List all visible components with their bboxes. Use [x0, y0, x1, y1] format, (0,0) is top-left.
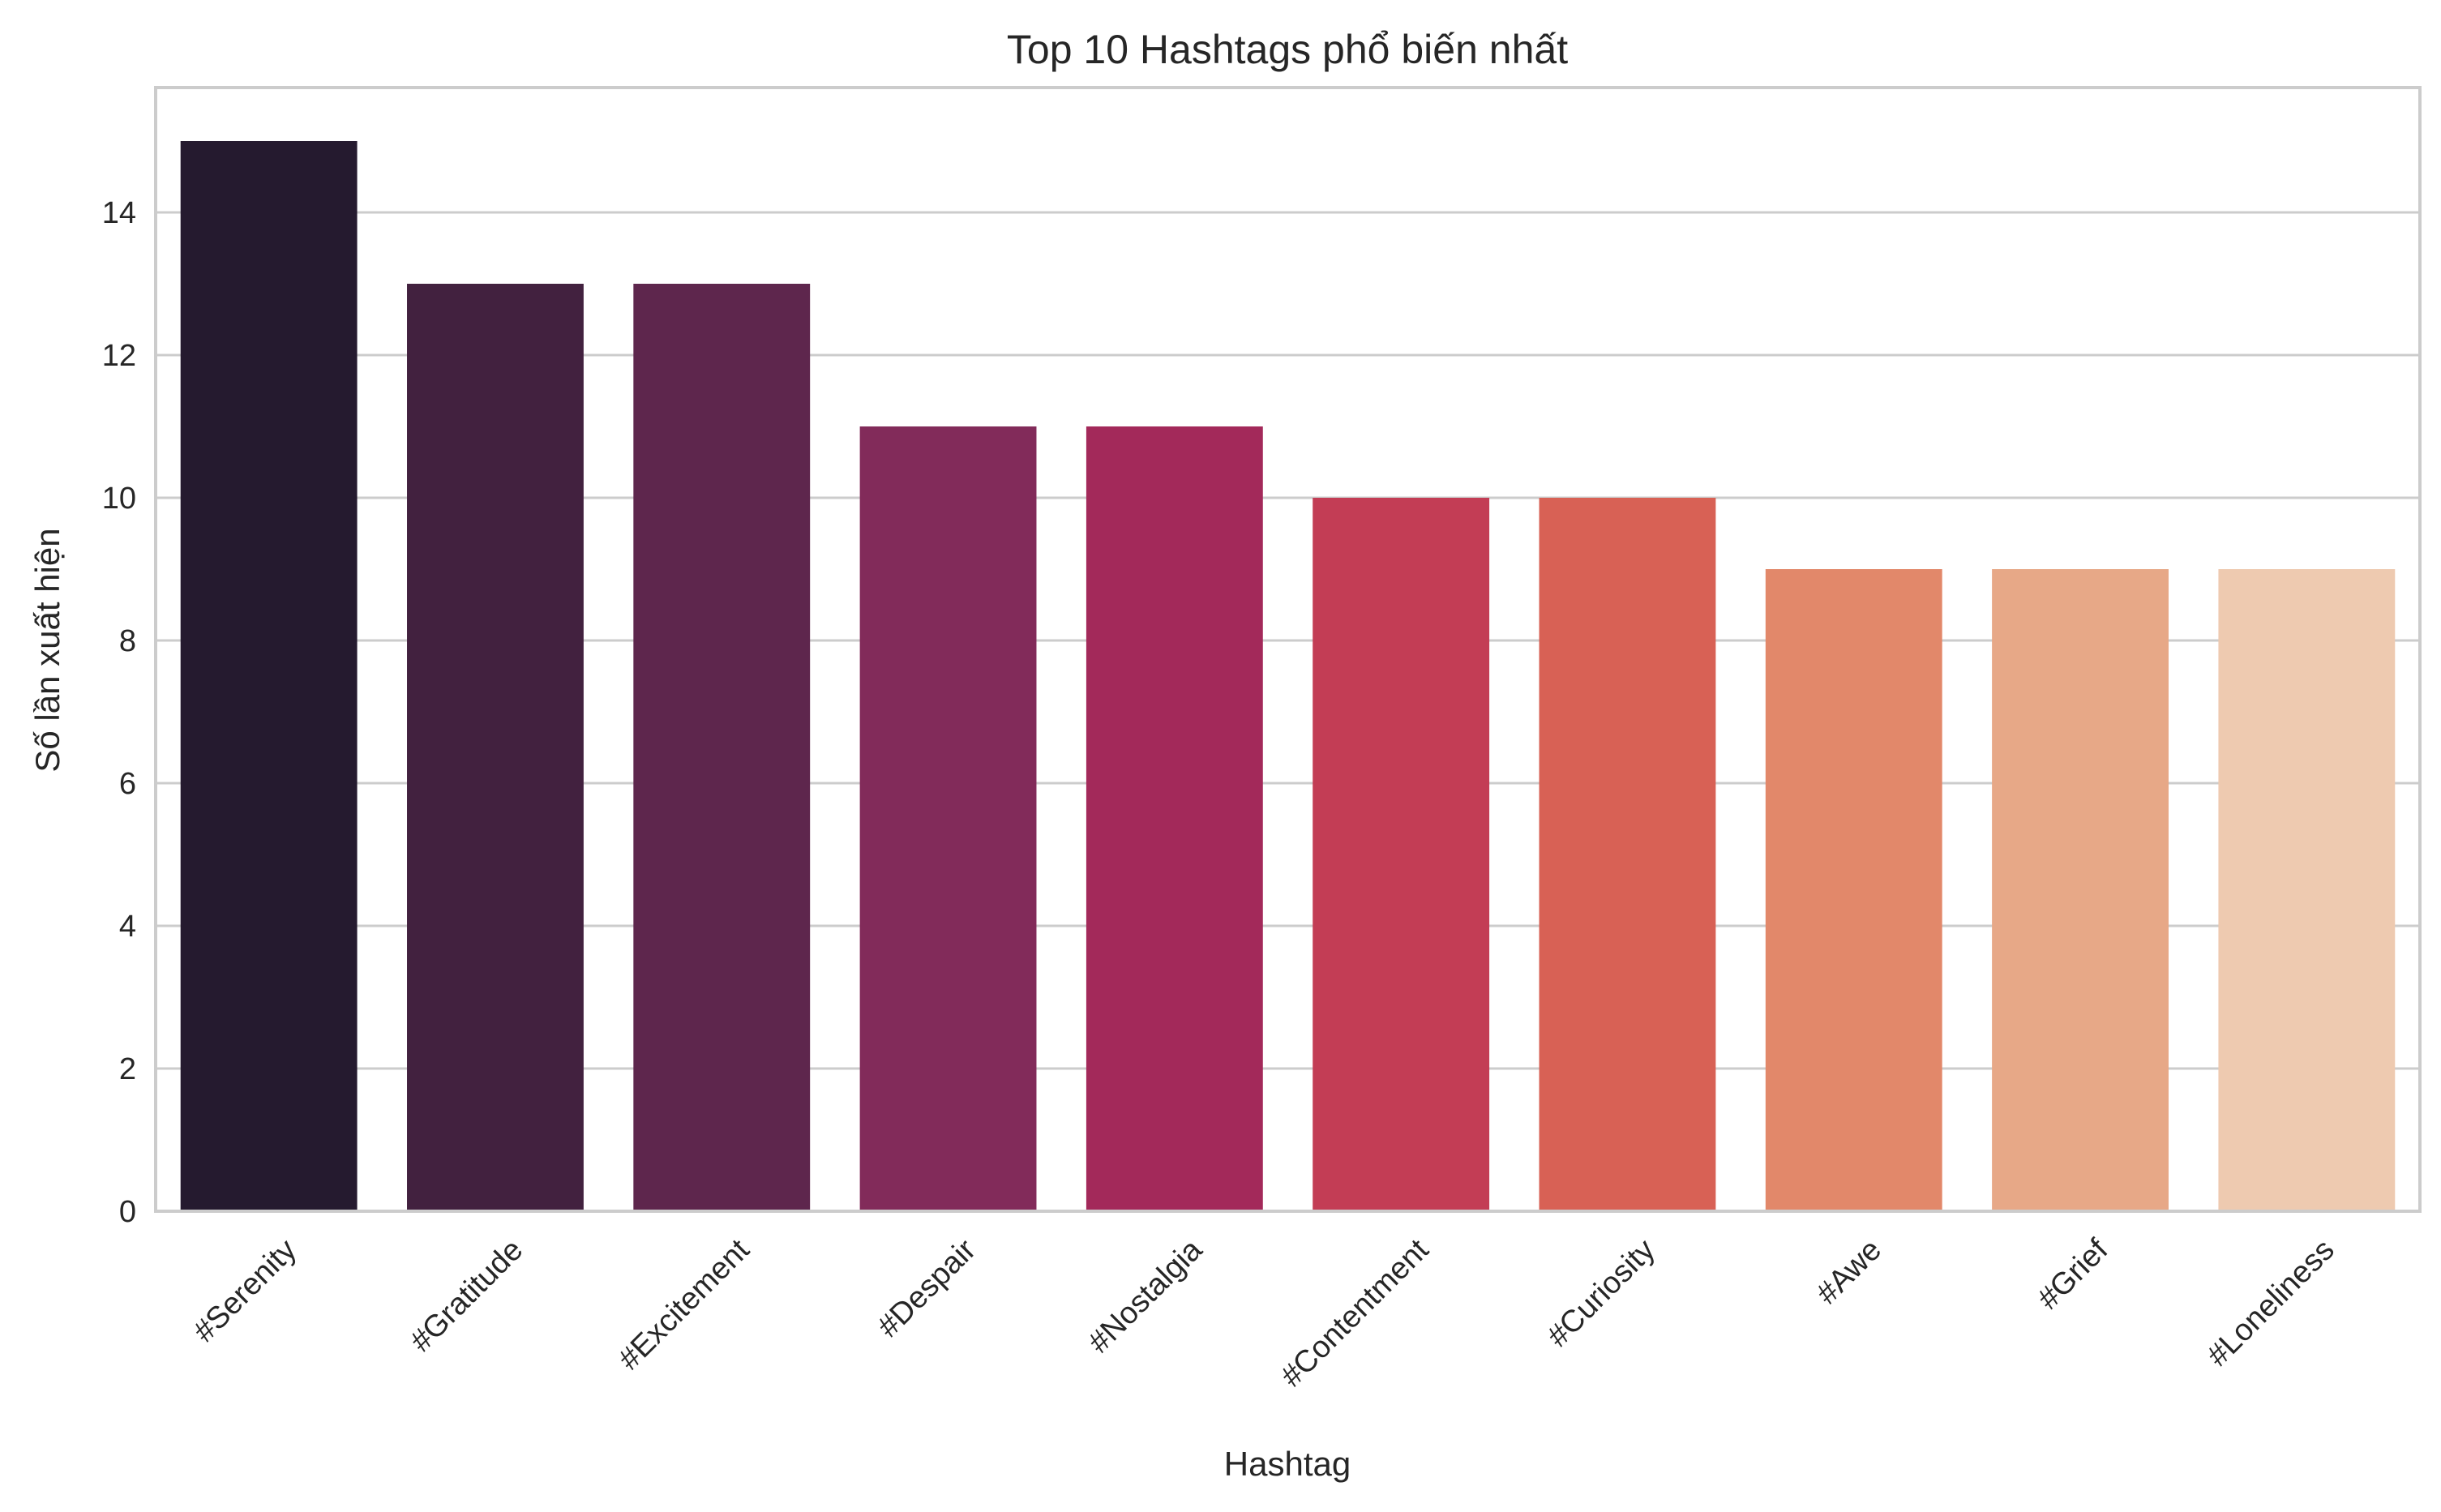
bars [180, 141, 2396, 1211]
bar [2218, 569, 2396, 1211]
bar [633, 284, 811, 1211]
y-tick-label: 0 [119, 1195, 136, 1229]
y-tick-label: 8 [119, 624, 136, 658]
y-tick-label: 4 [119, 910, 136, 944]
bar [1992, 569, 2169, 1211]
y-tick-label: 2 [119, 1052, 136, 1086]
bar [1539, 498, 1716, 1211]
bar [1765, 569, 1942, 1211]
plot-frame [154, 86, 2422, 1213]
y-tick-label: 12 [102, 339, 136, 373]
x-axis-title: Hashtag [1224, 1445, 1351, 1483]
bar [180, 141, 358, 1211]
bar [859, 426, 1037, 1211]
y-tick-label: 14 [102, 196, 136, 230]
y-tick-label: 10 [102, 482, 136, 516]
bar [1086, 426, 1263, 1211]
y-axis-title: Số lần xuất hiện [28, 528, 66, 772]
plot-border [154, 86, 2422, 1213]
y-tick-label: 6 [119, 767, 136, 801]
chart-title: Top 10 Hashtags phổ biến nhất [1007, 27, 1568, 72]
y-tick-labels: 0 2 4 6 8 10 12 14 [102, 196, 136, 1229]
bar [1313, 498, 1490, 1211]
bar [407, 284, 584, 1211]
